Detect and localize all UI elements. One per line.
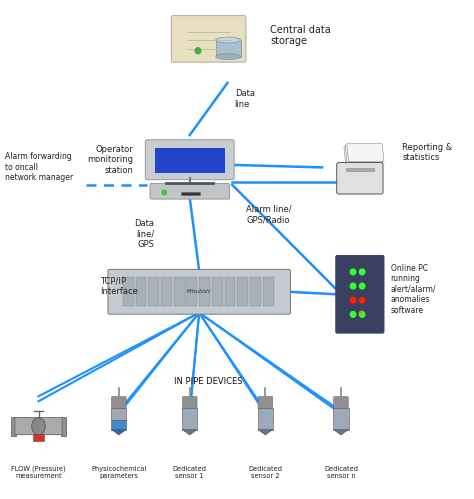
Text: Data
line/
GPS: Data line/ GPS	[134, 220, 155, 249]
Bar	[212, 277, 223, 306]
Bar	[263, 277, 273, 306]
Bar	[111, 409, 127, 420]
Bar	[123, 277, 134, 306]
Bar	[33, 434, 44, 441]
Bar	[333, 409, 348, 430]
Bar	[182, 409, 197, 430]
Bar	[174, 277, 184, 306]
FancyBboxPatch shape	[15, 418, 62, 435]
Bar	[11, 417, 16, 436]
FancyBboxPatch shape	[336, 255, 384, 333]
Text: IN PIPE DEVICES: IN PIPE DEVICES	[174, 377, 243, 386]
FancyBboxPatch shape	[337, 163, 383, 194]
Text: Dedicated
sensor n: Dedicated sensor n	[324, 466, 358, 479]
Circle shape	[359, 269, 365, 275]
Text: TCP/IP
Interface: TCP/IP Interface	[100, 276, 138, 295]
Polygon shape	[258, 430, 273, 435]
Text: FLOW (Pressure)
measurement: FLOW (Pressure) measurement	[11, 466, 66, 480]
Text: Physicochemical
parameters: Physicochemical parameters	[91, 466, 146, 479]
Text: Mitsubishi: Mitsubishi	[187, 289, 211, 294]
Text: Dedicated
sensor 1: Dedicated sensor 1	[173, 466, 207, 479]
Text: Alarm forwarding
to oncall
network manager: Alarm forwarding to oncall network manag…	[5, 153, 73, 182]
Circle shape	[350, 283, 356, 289]
Bar	[199, 277, 210, 306]
Bar	[250, 277, 261, 306]
Polygon shape	[111, 430, 127, 435]
Bar	[181, 192, 201, 196]
Polygon shape	[333, 430, 348, 435]
Polygon shape	[346, 145, 383, 163]
Bar	[346, 169, 374, 171]
FancyBboxPatch shape	[258, 397, 273, 409]
Text: Data
line: Data line	[235, 89, 255, 109]
Bar	[136, 277, 146, 306]
Polygon shape	[182, 430, 197, 435]
Bar	[225, 277, 236, 306]
Bar	[61, 417, 66, 436]
Circle shape	[162, 190, 166, 195]
Bar	[161, 277, 172, 306]
FancyBboxPatch shape	[334, 397, 348, 409]
Circle shape	[359, 311, 365, 317]
Bar	[237, 277, 248, 306]
Ellipse shape	[216, 54, 240, 59]
Bar	[155, 148, 225, 174]
Bar	[258, 409, 273, 430]
Ellipse shape	[216, 37, 240, 43]
Polygon shape	[344, 147, 381, 165]
Circle shape	[350, 311, 356, 317]
Text: Operator
monitoring
station: Operator monitoring station	[87, 145, 133, 175]
Bar	[216, 40, 240, 56]
FancyBboxPatch shape	[146, 140, 234, 180]
FancyBboxPatch shape	[150, 184, 229, 199]
Circle shape	[359, 283, 365, 289]
Text: Online PC
running
alert/alarm/
anomalies
software: Online PC running alert/alarm/ anomalies…	[391, 264, 436, 314]
Text: ⚡: ⚡	[356, 308, 363, 318]
FancyBboxPatch shape	[108, 269, 291, 314]
Text: Alarm line/
GPS/Radio: Alarm line/ GPS/Radio	[246, 205, 292, 225]
FancyBboxPatch shape	[111, 397, 126, 409]
Circle shape	[350, 269, 356, 275]
FancyBboxPatch shape	[182, 397, 197, 409]
Text: Dedicated
sensor 2: Dedicated sensor 2	[248, 466, 283, 479]
Circle shape	[195, 48, 201, 54]
Text: Reporting &
statistics: Reporting & statistics	[402, 143, 453, 162]
Polygon shape	[347, 144, 384, 162]
Bar	[111, 420, 127, 430]
FancyBboxPatch shape	[171, 15, 246, 62]
Bar	[148, 277, 159, 306]
Circle shape	[359, 297, 365, 303]
Ellipse shape	[32, 418, 46, 435]
Circle shape	[350, 297, 356, 303]
Bar	[186, 277, 197, 306]
Text: Central data
storage: Central data storage	[270, 25, 331, 46]
